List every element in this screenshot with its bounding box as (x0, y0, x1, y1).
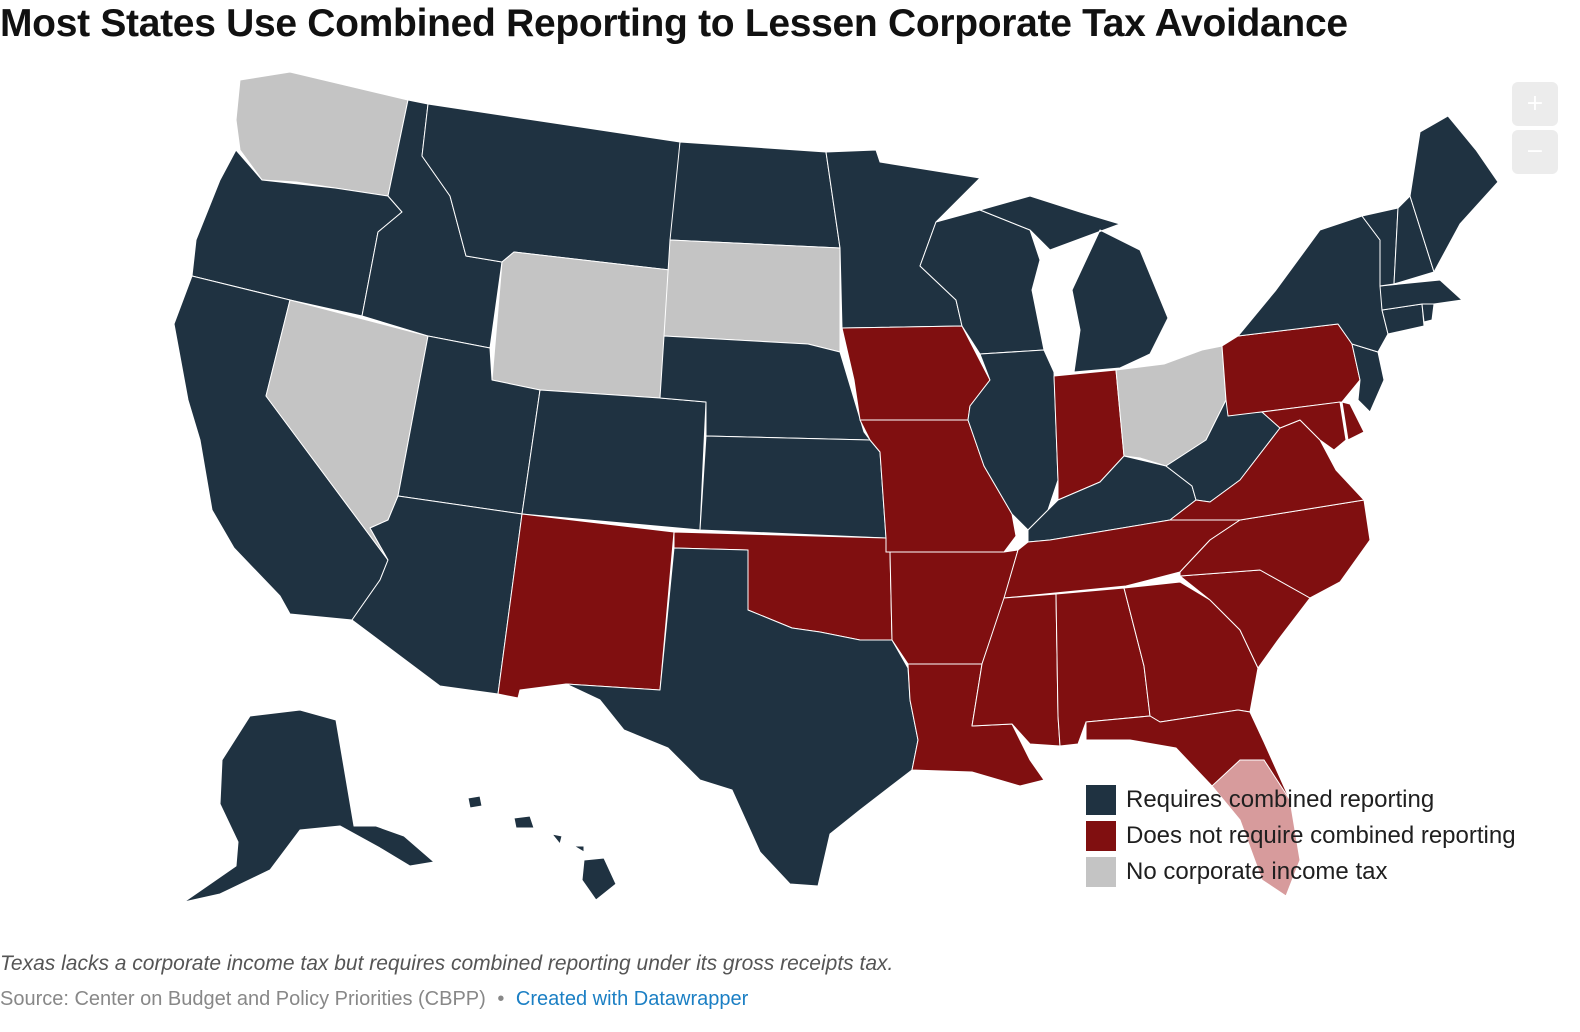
state-delaware[interactable] (1341, 401, 1365, 441)
legend-label-not-require: Does not require combined reporting (1126, 822, 1516, 849)
legend-swatch-no-tax (1086, 857, 1116, 887)
state-kansas[interactable] (699, 435, 887, 539)
legend-label-no-tax: No corporate income tax (1126, 858, 1388, 885)
state-alaska[interactable] (183, 709, 435, 903)
datawrapper-link[interactable]: Created with Datawrapper (515, 988, 749, 1010)
state-washington[interactable] (235, 71, 409, 197)
legend-item-not-require: Does not require combined reporting (1086, 818, 1516, 854)
state-south-dakota[interactable] (663, 239, 841, 353)
state-north-carolina[interactable] (1179, 499, 1371, 599)
us-map[interactable] (0, 60, 1580, 940)
source-line: Source: Center on Budget and Policy Prio… (0, 988, 748, 1011)
state-new-mexico[interactable] (497, 513, 675, 699)
map-legend: Requires combined reporting Does not req… (1086, 782, 1516, 890)
zoom-out-button[interactable]: − (1512, 130, 1558, 174)
source-text: Source: Center on Budget and Policy Prio… (0, 988, 486, 1010)
legend-item-no-tax: No corporate income tax (1086, 854, 1516, 890)
state-hawaii[interactable] (467, 795, 617, 901)
legend-item-requires: Requires combined reporting (1086, 782, 1516, 818)
state-wyoming[interactable] (491, 251, 671, 399)
state-texas[interactable] (565, 547, 919, 887)
source-separator: • (497, 988, 505, 1010)
chart-title: Most States Use Combined Reporting to Le… (0, 2, 1348, 45)
zoom-controls: + − (1512, 82, 1558, 178)
state-colorado[interactable] (521, 389, 707, 531)
legend-swatch-not-require (1086, 821, 1116, 851)
state-iowa[interactable] (841, 325, 991, 421)
legend-label-requires: Requires combined reporting (1126, 786, 1435, 813)
state-maine[interactable] (1409, 115, 1499, 273)
state-rhode-island[interactable] (1421, 303, 1435, 323)
zoom-in-button[interactable]: + (1512, 82, 1558, 126)
state-maryland[interactable] (1261, 401, 1347, 451)
legend-swatch-requires (1086, 785, 1116, 815)
state-north-dakota[interactable] (669, 141, 841, 249)
state-michigan[interactable] (979, 195, 1169, 373)
state-arizona[interactable] (351, 495, 523, 695)
state-vermont[interactable] (1361, 207, 1399, 287)
us-map-svg[interactable] (0, 60, 1580, 940)
state-illinois[interactable] (967, 349, 1059, 531)
state-massachusetts[interactable] (1379, 279, 1463, 311)
chart-note: Texas lacks a corporate income tax but r… (0, 952, 894, 975)
florida-highlight (1211, 759, 1301, 897)
